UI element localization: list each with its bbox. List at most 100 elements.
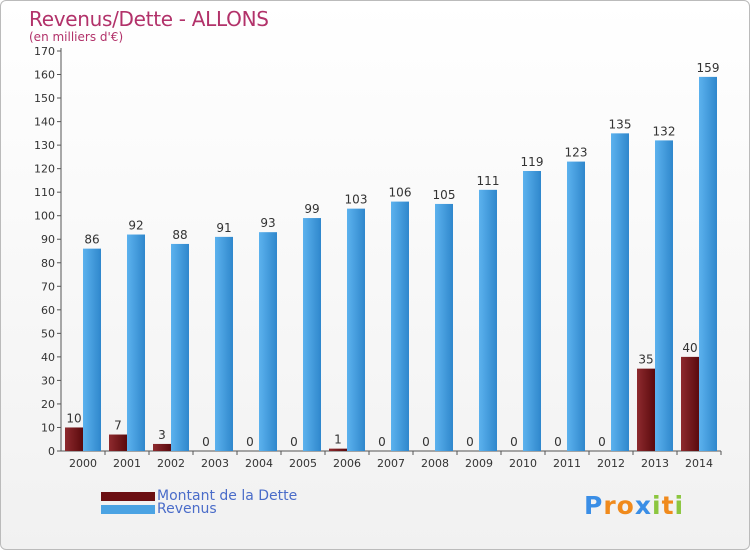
data-label-revenus: 123 (565, 146, 588, 160)
data-label-dette: 7 (114, 419, 122, 433)
data-label-dette: 0 (202, 435, 210, 449)
data-label-revenus: 99 (304, 202, 319, 216)
x-tick-label: 2005 (289, 457, 317, 470)
x-tick-label: 2001 (113, 457, 141, 470)
data-label-dette: 3 (158, 428, 166, 442)
y-tick-label: 150 (34, 92, 55, 105)
x-tick-label: 2010 (509, 457, 537, 470)
logo-letter: x (634, 491, 652, 520)
bar-dette (65, 427, 83, 451)
logo-letter: o (616, 491, 635, 520)
y-tick-label: 60 (41, 304, 55, 317)
y-tick-label: 110 (34, 186, 55, 199)
bar-revenus (83, 248, 101, 451)
x-tick-label: 2011 (553, 457, 581, 470)
data-label-revenus: 93 (260, 216, 275, 230)
data-label-dette: 0 (466, 435, 474, 449)
bar-revenus (611, 133, 629, 451)
legend-swatch-revenus (101, 504, 155, 514)
y-tick-label: 130 (34, 139, 55, 152)
bar-dette (109, 434, 127, 451)
bar-revenus (259, 232, 277, 451)
logo-letter: r (603, 491, 617, 520)
y-tick-label: 170 (34, 45, 55, 58)
bar-dette (637, 368, 655, 451)
x-tick-label: 2002 (157, 457, 185, 470)
data-label-revenus: 132 (653, 124, 676, 138)
x-tick-label: 2007 (377, 457, 405, 470)
bar-dette (681, 356, 699, 451)
data-label-dette: 0 (554, 435, 562, 449)
bar-dette (329, 448, 347, 451)
y-tick-label: 90 (41, 233, 55, 246)
x-tick-label: 2008 (421, 457, 449, 470)
bar-revenus (303, 218, 321, 451)
legend-swatch-dette (101, 491, 155, 501)
data-label-dette: 1 (334, 433, 342, 447)
data-label-revenus: 103 (345, 193, 368, 207)
legend-item-revenus: Revenus (101, 501, 217, 517)
data-label-dette: 0 (510, 435, 518, 449)
data-label-revenus: 91 (216, 221, 231, 235)
y-tick-label: 120 (34, 163, 55, 176)
x-tick-label: 2014 (685, 457, 713, 470)
x-tick-label: 2000 (69, 457, 97, 470)
bar-revenus (347, 208, 365, 451)
logo-letter: t (661, 491, 675, 520)
data-label-revenus: 119 (521, 155, 544, 169)
chart-title: Revenus/Dette - ALLONS (29, 7, 269, 31)
data-label-revenus: 92 (128, 219, 143, 233)
data-label-revenus: 111 (477, 174, 500, 188)
y-tick-label: 20 (41, 398, 55, 411)
data-label-dette: 0 (378, 435, 386, 449)
data-label-revenus: 159 (697, 61, 720, 75)
data-label-dette: 0 (422, 435, 430, 449)
bar-dette (153, 443, 171, 451)
y-tick-label: 70 (41, 280, 55, 293)
legend-item-dette: Montant de la Dette (101, 488, 297, 504)
y-tick-label: 80 (41, 257, 55, 270)
data-label-revenus: 88 (172, 228, 187, 242)
bar-revenus (699, 76, 717, 451)
data-label-dette: 0 (598, 435, 606, 449)
chart-subtitle: (en milliers d'€) (29, 30, 124, 44)
data-label-revenus: 135 (609, 117, 632, 131)
y-tick-label: 100 (34, 210, 55, 223)
logo-letter: i (652, 491, 662, 520)
y-tick-label: 160 (34, 69, 55, 82)
bar-revenus (127, 234, 145, 451)
y-tick-label: 50 (41, 327, 55, 340)
x-tick-label: 2013 (641, 457, 669, 470)
y-tick-label: 30 (41, 374, 55, 387)
bar-revenus (171, 243, 189, 451)
x-tick-label: 2004 (245, 457, 273, 470)
y-tick-label: 40 (41, 351, 55, 364)
data-label-revenus: 86 (84, 233, 99, 247)
y-tick-label: 140 (34, 116, 55, 129)
bar-revenus (523, 171, 541, 451)
data-label-revenus: 105 (433, 188, 456, 202)
bar-revenus (435, 203, 453, 451)
proxiti-logo: Proxiti (584, 491, 684, 520)
bar-revenus (655, 140, 673, 452)
x-tick-label: 2009 (465, 457, 493, 470)
logo-letter: P (584, 491, 604, 520)
legend-label-revenus: Revenus (157, 501, 217, 517)
data-label-dette: 0 (290, 435, 298, 449)
y-tick-label: 0 (48, 445, 55, 458)
bar-revenus (391, 201, 409, 451)
x-tick-label: 2006 (333, 457, 361, 470)
bar-revenus (215, 236, 233, 451)
bar-revenus (479, 189, 497, 451)
data-label-dette: 40 (682, 341, 697, 355)
x-tick-label: 2012 (597, 457, 625, 470)
x-tick-label: 2003 (201, 457, 229, 470)
y-tick-label: 10 (41, 421, 55, 434)
data-label-dette: 35 (638, 353, 653, 367)
bar-revenus (567, 161, 585, 451)
data-label-dette: 10 (66, 411, 81, 425)
data-label-revenus: 106 (389, 186, 412, 200)
legend-label-dette: Montant de la Dette (157, 488, 298, 504)
